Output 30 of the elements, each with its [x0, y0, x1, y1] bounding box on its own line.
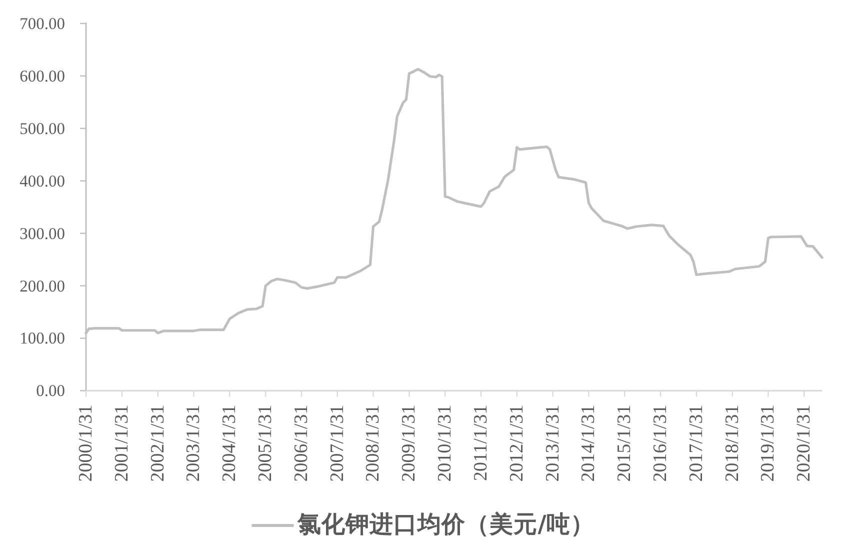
x-tick-label: 2014/1/31: [578, 404, 600, 482]
x-tick-label: 2017/1/31: [686, 404, 707, 482]
x-tick-label: 2004/1/31: [219, 404, 240, 482]
x-tick-label: 2003/1/31: [183, 404, 204, 482]
y-tick-label: 700.00: [20, 14, 65, 33]
y-tick-label: 400.00: [20, 171, 65, 190]
legend-label: 氯化钾进口均价（美元/吨）: [296, 510, 594, 538]
y-tick-label: 300.00: [20, 224, 65, 243]
x-tick-label: 2010/1/31: [434, 404, 456, 482]
x-tick-label: 2005/1/31: [255, 404, 276, 482]
x-tick-label: 2006/1/31: [290, 404, 312, 482]
y-tick-label: 0.00: [36, 381, 65, 400]
y-tick-label: 200.00: [20, 276, 65, 296]
x-tick-label: 2016/1/31: [650, 404, 671, 482]
y-tick-label: 600.00: [20, 66, 65, 86]
x-tick-label: 2009/1/31: [398, 404, 420, 482]
x-tick-label: 2013/1/31: [542, 404, 564, 482]
x-tick-label: 2015/1/31: [614, 404, 636, 482]
y-tick-label: 100.00: [20, 328, 65, 348]
x-tick-label: 2011/1/31: [470, 404, 492, 482]
y-tick-label: 500.00: [20, 118, 65, 138]
x-tick-label: 2020/1/31: [794, 404, 815, 482]
x-tick-label: 2001/1/31: [111, 404, 132, 482]
x-tick-label: 2019/1/31: [758, 404, 779, 482]
x-tick-label: 2002/1/31: [147, 404, 168, 482]
x-tick-label: 2008/1/31: [362, 404, 384, 482]
x-tick-label: 2000/1/31: [76, 404, 96, 482]
x-tick-label: 2012/1/31: [506, 404, 528, 482]
x-tick-label: 2018/1/31: [722, 404, 743, 482]
x-tick-label: 2007/1/31: [326, 404, 348, 482]
